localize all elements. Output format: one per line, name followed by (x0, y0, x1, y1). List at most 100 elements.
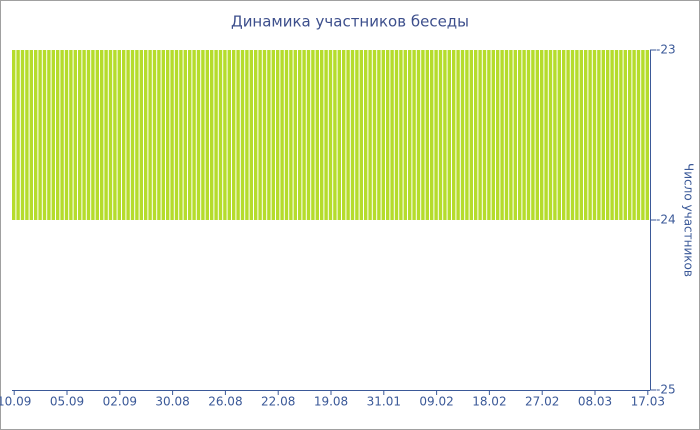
bar (56, 50, 60, 220)
bar (196, 50, 201, 220)
bar (601, 50, 605, 220)
bar (386, 50, 390, 220)
bar (108, 50, 113, 220)
bar (227, 50, 231, 220)
bar (509, 50, 513, 220)
bar (557, 50, 561, 220)
bar (619, 50, 623, 220)
bar (161, 50, 165, 220)
bar (29, 50, 33, 220)
bar (166, 50, 170, 220)
bar (337, 50, 341, 220)
bar (535, 50, 539, 220)
bar (170, 50, 174, 220)
y-tick-label: -24 (656, 213, 676, 227)
x-tick-label: 27.02 (525, 395, 559, 409)
x-tick-label: 18.02 (472, 395, 506, 409)
bar (579, 50, 583, 220)
bar (42, 50, 47, 220)
bar (496, 50, 500, 220)
bar (394, 50, 399, 220)
y-tick-label: -25 (656, 383, 676, 397)
bar (254, 50, 258, 220)
bar (117, 50, 121, 220)
bar (346, 50, 350, 220)
bar (350, 50, 355, 220)
bar (276, 50, 280, 220)
bar (628, 50, 632, 220)
bar (210, 50, 214, 220)
bar (293, 50, 297, 220)
bar (526, 50, 531, 220)
bar (562, 50, 566, 220)
bar (478, 50, 482, 220)
bar (553, 50, 557, 220)
bar (12, 50, 16, 220)
bar (16, 50, 20, 220)
bar (289, 50, 293, 220)
bar (443, 50, 447, 220)
bar (456, 50, 460, 220)
bar (333, 50, 337, 220)
bar (122, 50, 126, 220)
bar (179, 50, 183, 220)
bar (157, 50, 161, 220)
bar (306, 50, 311, 220)
bar (614, 50, 619, 220)
bar (566, 50, 570, 220)
bar (645, 50, 649, 220)
x-tick-label: 22.08 (261, 395, 295, 409)
bar (104, 50, 108, 220)
bar (328, 50, 333, 220)
bar (223, 50, 227, 220)
bar (320, 50, 324, 220)
x-tick-label: 05.09 (50, 395, 84, 409)
bar (588, 50, 592, 220)
bar (469, 50, 473, 220)
bar (205, 50, 209, 220)
bar (482, 50, 487, 220)
bar (575, 50, 579, 220)
bar (416, 50, 421, 220)
bar (548, 50, 553, 220)
bar (38, 50, 42, 220)
bar (302, 50, 306, 220)
bar (403, 50, 407, 220)
bar (504, 50, 509, 220)
bar (245, 50, 249, 220)
bar (69, 50, 73, 220)
bar (421, 50, 425, 220)
bar (280, 50, 284, 220)
bar (78, 50, 82, 220)
bar (152, 50, 157, 220)
bar (25, 50, 29, 220)
bar (183, 50, 187, 220)
x-tick-label: 10.09 (0, 395, 31, 409)
bar (174, 50, 179, 220)
bar (368, 50, 372, 220)
bar (381, 50, 385, 220)
bar (425, 50, 429, 220)
bar (315, 50, 319, 220)
bar (487, 50, 491, 220)
bar (192, 50, 196, 220)
x-tick-label: 26.08 (208, 395, 242, 409)
bar (284, 50, 289, 220)
bar (100, 50, 104, 220)
bar (240, 50, 245, 220)
bar (60, 50, 64, 220)
bar (135, 50, 139, 220)
bar (201, 50, 205, 220)
x-tick-label: 08.03 (578, 395, 612, 409)
y-axis-title: Число участников (682, 163, 696, 277)
bar (236, 50, 240, 220)
bar (377, 50, 381, 220)
x-tick-label: 09.02 (419, 395, 453, 409)
bar (359, 50, 363, 220)
bar (47, 50, 51, 220)
x-tick-label: 30.08 (155, 395, 189, 409)
bar (372, 50, 377, 220)
bar (91, 50, 95, 220)
bar (592, 50, 597, 220)
bar (597, 50, 601, 220)
